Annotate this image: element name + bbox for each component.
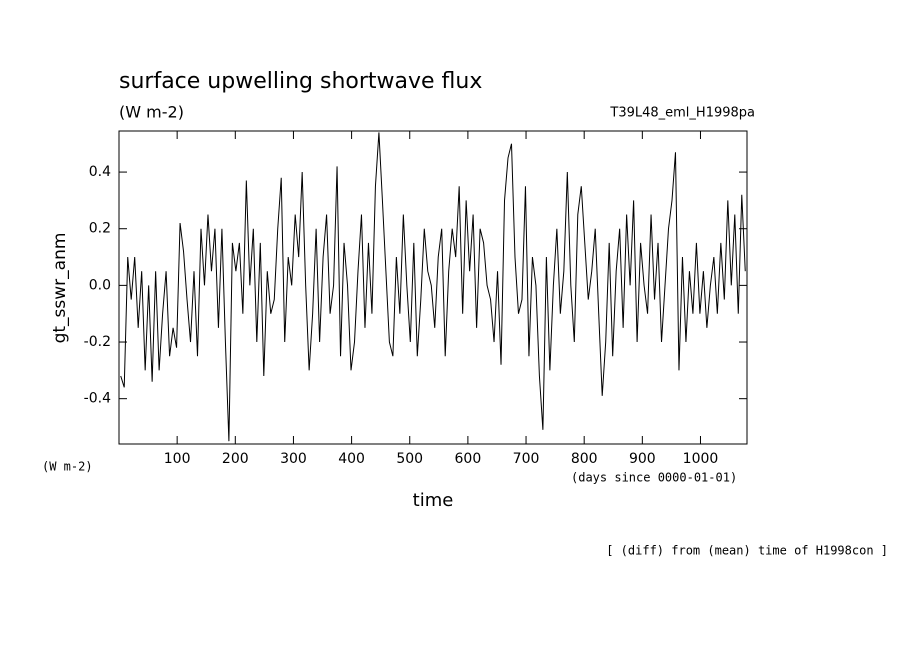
footnote: [ (diff) from (mean) time of H1998con ] <box>606 544 888 558</box>
data-line <box>120 132 746 442</box>
chart-title: surface upwelling shortwave flux <box>119 69 482 94</box>
x-tick-label: 300 <box>280 451 307 467</box>
y-tick-label: 0.2 <box>89 221 111 237</box>
x-tick-label: 1000 <box>683 451 719 467</box>
x-tick-label: 400 <box>338 451 365 467</box>
x-tick-label: 800 <box>571 451 598 467</box>
x-tick-label: 700 <box>513 451 540 467</box>
x-tick-label: 100 <box>164 451 191 467</box>
x-tick-label: 600 <box>455 451 482 467</box>
y-tick-label: 0.4 <box>89 164 111 180</box>
y-tick-label: -0.4 <box>84 391 111 407</box>
y-units: (W m-2) <box>42 460 93 474</box>
chart-subtitle: (W m-2) <box>119 103 184 122</box>
y-tick-label: 0.0 <box>89 277 111 293</box>
x-tick-label: 900 <box>629 451 656 467</box>
plot-frame <box>118 130 748 445</box>
y-tick-label: -0.2 <box>84 334 111 350</box>
run-label: T39L48_eml_H1998pa <box>609 106 755 121</box>
x-units: (days since 0000-01-01) <box>571 471 737 485</box>
x-tick-label: 200 <box>222 451 249 467</box>
x-tick-label: 500 <box>396 451 423 467</box>
y-axis-label: gt_sswr_anm <box>50 233 70 344</box>
x-axis-label: time <box>413 490 454 511</box>
